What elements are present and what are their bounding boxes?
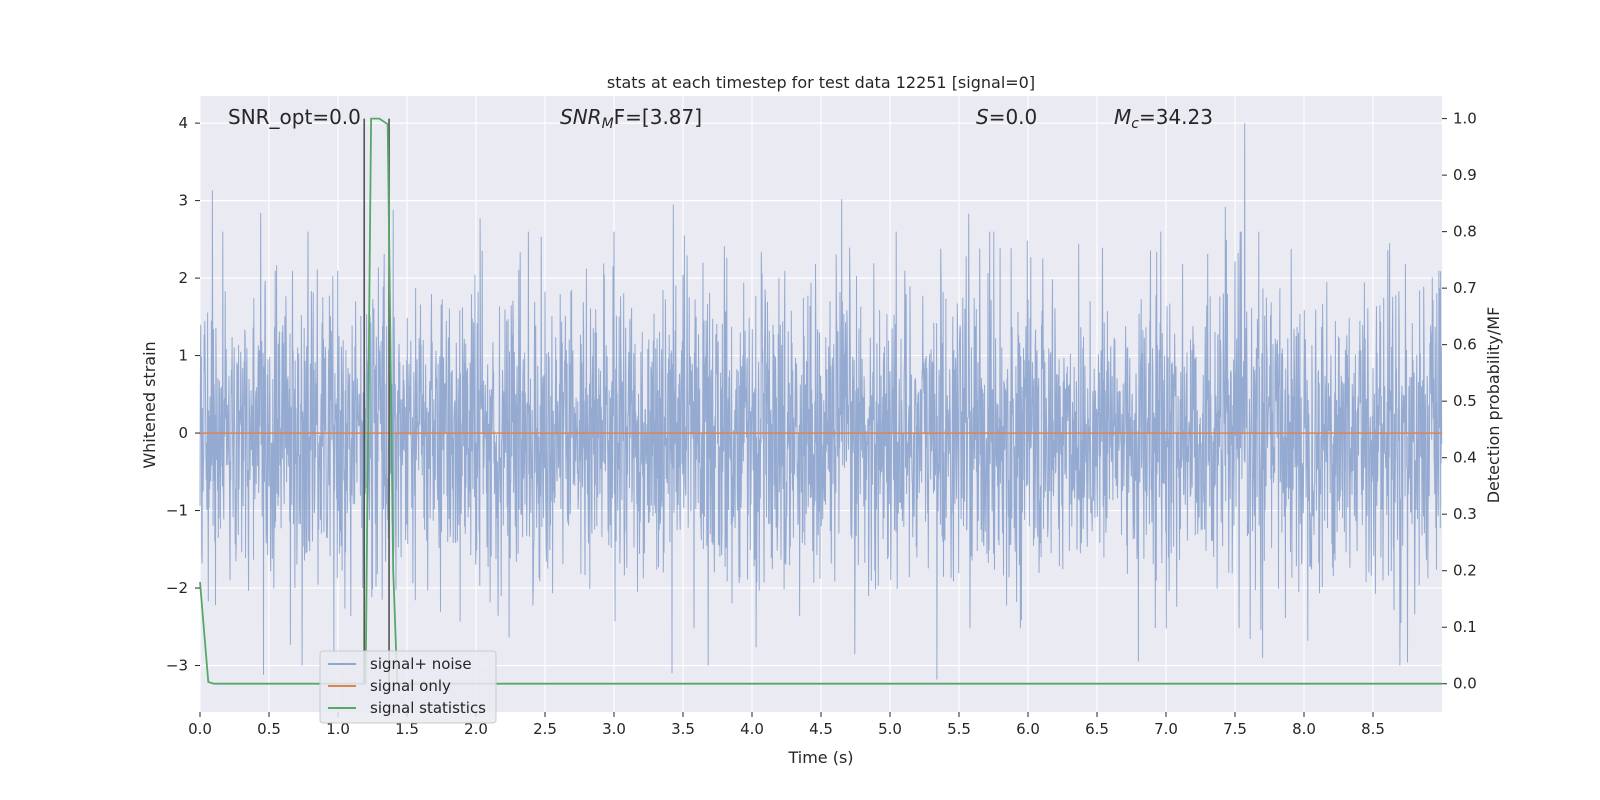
y-right-tick-label: 0.2	[1453, 562, 1477, 580]
x-tick-label: 6.5	[1085, 720, 1109, 738]
line-signal-plus-noise	[199, 123, 1443, 680]
x-tick-label: 5.5	[947, 720, 971, 738]
annotation-mc: Mc=34.23	[1114, 105, 1213, 132]
series-signal-plus-noise	[199, 123, 1443, 680]
y-right-tick-label: 0.6	[1453, 336, 1477, 354]
x-tick-label: 0.5	[257, 720, 281, 738]
annotation-s-rest: =0.0	[989, 105, 1038, 129]
x-tick-label: 8.5	[1361, 720, 1385, 738]
x-tick-label: 5.0	[878, 720, 902, 738]
x-tick-label: 3.5	[671, 720, 695, 738]
x-tick-label: 2.0	[464, 720, 488, 738]
legend-label-signal-statistics: signal statistics	[370, 699, 486, 717]
y-right-tick-label: 0.4	[1453, 449, 1477, 467]
annotation-s: S=0.0	[976, 105, 1037, 129]
y-tick-label: −2	[166, 579, 188, 597]
x-axis-label: Time (s)	[787, 748, 853, 767]
annotation-mc-rest: =34.23	[1139, 105, 1213, 129]
annotation-s-italic: S	[976, 105, 989, 129]
x-tick-label: 4.5	[809, 720, 833, 738]
annotation-snr-mf: SNRMF=[3.87]	[560, 105, 702, 132]
y-right-tick-label: 0.7	[1453, 279, 1477, 297]
x-tick-label: 0.0	[188, 720, 212, 738]
annotation-snr-mf-main: SNR	[560, 105, 602, 129]
annotation-snr-mf-rest: F=[3.87]	[614, 105, 702, 129]
y-right-tick-label: 0.0	[1453, 675, 1477, 693]
x-tick-label: 7.0	[1154, 720, 1178, 738]
y-tick-label: 0	[178, 424, 188, 442]
y-right-tick-label: 0.8	[1453, 223, 1477, 241]
y-right-tick-label: 0.3	[1453, 505, 1477, 523]
y-tick-label: 4	[178, 114, 188, 132]
x-tick-label: 1.0	[326, 720, 350, 738]
legend-label-signal-plus-noise: signal+ noise	[370, 655, 472, 673]
annotation-mc-sub: c	[1131, 116, 1139, 132]
line-signal-statistics	[199, 117, 1442, 685]
y-right-axis-ticks: 0.0 0.1 0.2 0.3 0.4 0.5 0.6 0.7 0.8 0.9 1.0	[1442, 110, 1477, 693]
legend: signal+ noise signal only signal statist…	[319, 650, 497, 724]
series-signal-statistics	[199, 117, 1442, 685]
x-tick-label: 1.5	[395, 720, 419, 738]
y-tick-label: 3	[178, 192, 188, 210]
y-right-tick-label: 0.1	[1453, 618, 1477, 636]
y-right-tick-label: 0.5	[1453, 392, 1477, 410]
y-tick-label: 2	[178, 269, 188, 287]
x-axis-ticks: 0.0 0.5 1.0 1.5 2.0 2.5 3.0 3.5 4.0 4.5 5.0 5.5 6.0 6…	[188, 712, 1385, 738]
y-axis-label: Whitened strain	[140, 341, 159, 468]
x-tick-label: 7.5	[1223, 720, 1247, 738]
y-tick-label: −1	[166, 502, 188, 520]
y-tick-label: 1	[178, 347, 188, 365]
annotation-mc-main: M	[1114, 105, 1131, 129]
x-tick-label: 8.0	[1292, 720, 1316, 738]
annotation-snr-opt: SNR_opt=0.0	[228, 105, 361, 129]
y-right-tick-label: 1.0	[1453, 110, 1477, 128]
chart-title: stats at each timestep for test data 122…	[607, 73, 1035, 92]
x-tick-label: 6.0	[1016, 720, 1040, 738]
y-axis-ticks: −3 −2 −1 0 1 2 3 4	[166, 114, 200, 675]
x-tick-label: 4.0	[740, 720, 764, 738]
y-right-axis-label: Detection probability/MF	[1484, 307, 1503, 504]
legend-box	[319, 650, 497, 724]
annotation-snr-mf-sub: M	[602, 116, 614, 132]
x-tick-label: 3.0	[602, 720, 626, 738]
y-tick-label: −3	[166, 657, 188, 675]
legend-label-signal-only: signal only	[370, 677, 451, 695]
x-tick-label: 2.5	[533, 720, 557, 738]
y-right-tick-label: 0.9	[1453, 166, 1477, 184]
